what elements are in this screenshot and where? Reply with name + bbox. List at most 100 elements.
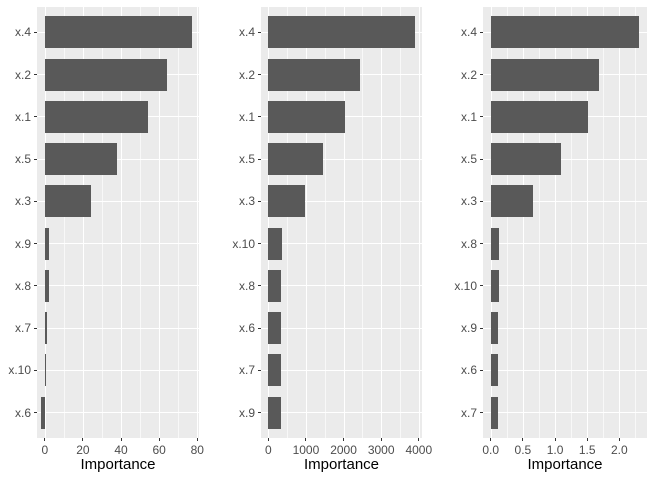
bar-x.10 bbox=[268, 227, 282, 260]
y-tick-label: x.6 bbox=[14, 405, 31, 420]
x-tick-label: 2000 bbox=[330, 443, 357, 457]
x-tick-mark bbox=[490, 438, 492, 441]
gridline-major-vertical bbox=[197, 7, 199, 438]
y-tick-label: x.10 bbox=[454, 278, 477, 293]
bar-x.3 bbox=[490, 185, 534, 218]
bar-x.5 bbox=[44, 143, 118, 176]
bar-x.2 bbox=[490, 58, 599, 91]
x-tick-label: 0 bbox=[264, 443, 272, 457]
bar-x.3 bbox=[268, 185, 305, 218]
bar-x.8 bbox=[268, 269, 282, 302]
y-tick-label: x.6 bbox=[460, 363, 477, 378]
gridline-minor-vertical bbox=[63, 7, 65, 438]
bar-x.4 bbox=[44, 16, 192, 49]
x-axis-title: Importance bbox=[527, 456, 603, 473]
gridline-minor-vertical bbox=[178, 7, 180, 438]
bar-x.5 bbox=[268, 143, 323, 176]
y-tick-label: x.4 bbox=[14, 25, 31, 40]
gridline-major-horizontal bbox=[37, 285, 199, 287]
y-tick-label: x.6 bbox=[238, 321, 255, 336]
bar-x.1 bbox=[44, 100, 148, 133]
gridline-minor-vertical bbox=[324, 7, 326, 438]
y-tick-label: x.9 bbox=[238, 405, 255, 420]
gridline-major-horizontal bbox=[483, 200, 647, 202]
gridline-major-vertical bbox=[490, 7, 492, 438]
bar-x.10 bbox=[490, 269, 500, 302]
gridline-major-horizontal bbox=[37, 327, 199, 329]
bar-x.8 bbox=[44, 269, 49, 302]
y-tick-label: x.8 bbox=[238, 278, 255, 293]
y-tick-mark bbox=[479, 369, 483, 371]
y-tick-label: x.5 bbox=[14, 152, 31, 167]
y-tick-mark bbox=[479, 327, 483, 329]
y-tick-mark bbox=[257, 158, 261, 160]
y-tick-mark bbox=[257, 369, 261, 371]
gridline-major-vertical bbox=[44, 7, 46, 438]
gridline-major-vertical bbox=[418, 7, 420, 438]
y-tick-mark bbox=[479, 116, 483, 118]
gridline-major-horizontal bbox=[483, 285, 647, 287]
x-tick-label: 0.0 bbox=[482, 443, 500, 457]
bar-x.2 bbox=[268, 58, 361, 91]
x-tick-label: 1000 bbox=[292, 443, 320, 457]
bar-x.6 bbox=[490, 354, 499, 387]
bar-x.9 bbox=[44, 227, 50, 260]
x-tick-label: 1.0 bbox=[546, 443, 564, 457]
gridline-major-vertical bbox=[587, 7, 589, 438]
y-tick-mark bbox=[33, 327, 37, 329]
x-tick-mark bbox=[158, 438, 160, 441]
bar-x.7 bbox=[44, 312, 47, 345]
y-tick-label: x.10 bbox=[232, 236, 255, 251]
gridline-major-horizontal bbox=[261, 243, 422, 245]
gridline-minor-vertical bbox=[287, 7, 289, 438]
gridline-major-horizontal bbox=[261, 158, 422, 160]
y-tick-label: x.10 bbox=[8, 363, 31, 378]
bar-x.1 bbox=[490, 100, 589, 133]
gridline-minor-vertical bbox=[140, 7, 142, 438]
y-tick-mark bbox=[479, 243, 483, 245]
y-tick-label: x.9 bbox=[460, 321, 477, 336]
y-tick-label: x.7 bbox=[14, 321, 31, 336]
y-tick-mark bbox=[33, 31, 37, 33]
gridline-major-vertical bbox=[159, 7, 161, 438]
x-axis-title: Importance bbox=[80, 456, 156, 473]
gridline-major-horizontal bbox=[483, 369, 647, 371]
y-tick-mark bbox=[257, 243, 261, 245]
y-tick-label: x.3 bbox=[460, 194, 477, 209]
gridline-major-horizontal bbox=[261, 327, 422, 329]
x-axis-title: Importance bbox=[303, 456, 380, 473]
gridline-major-horizontal bbox=[261, 412, 422, 414]
gridline-major-horizontal bbox=[261, 369, 422, 371]
gridline-major-horizontal bbox=[37, 243, 199, 245]
y-tick-mark bbox=[257, 412, 261, 414]
gridline-major-vertical bbox=[619, 7, 621, 438]
gridline-major-horizontal bbox=[483, 158, 647, 160]
y-tick-mark bbox=[479, 412, 483, 414]
x-tick-mark bbox=[305, 438, 307, 441]
bar-x.2 bbox=[44, 58, 167, 91]
gridline-minor-vertical bbox=[399, 7, 401, 438]
y-tick-label: x.1 bbox=[14, 109, 31, 124]
gridline-minor-vertical bbox=[538, 7, 540, 438]
gridline-major-horizontal bbox=[483, 243, 647, 245]
y-tick-mark bbox=[33, 285, 37, 287]
x-tick-mark bbox=[82, 438, 84, 441]
gridline-minor-vertical bbox=[362, 7, 364, 438]
gridline-minor-vertical bbox=[571, 7, 573, 438]
x-tick-label: 3000 bbox=[367, 443, 395, 457]
y-tick-mark bbox=[33, 116, 37, 118]
x-tick-mark bbox=[196, 438, 198, 441]
gridline-major-horizontal bbox=[261, 200, 422, 202]
y-tick-mark bbox=[257, 285, 261, 287]
gridline-major-vertical bbox=[381, 7, 383, 438]
importance-chart-3: x.4 x.2 x.1 x.5 x.3 x.8 x.10 x.9 x.6 x.7 0.0 0.5 1.0… bbox=[440, 0, 660, 488]
y-tick-label: x.9 bbox=[14, 236, 31, 251]
x-tick-label: 4000 bbox=[405, 443, 433, 457]
gridline-major-horizontal bbox=[37, 158, 199, 160]
x-tick-mark bbox=[522, 438, 524, 441]
bar-x.1 bbox=[268, 100, 346, 133]
x-tick-mark bbox=[267, 438, 269, 441]
x-tick-label: 0.5 bbox=[514, 443, 532, 457]
gridline-major-horizontal bbox=[37, 200, 199, 202]
